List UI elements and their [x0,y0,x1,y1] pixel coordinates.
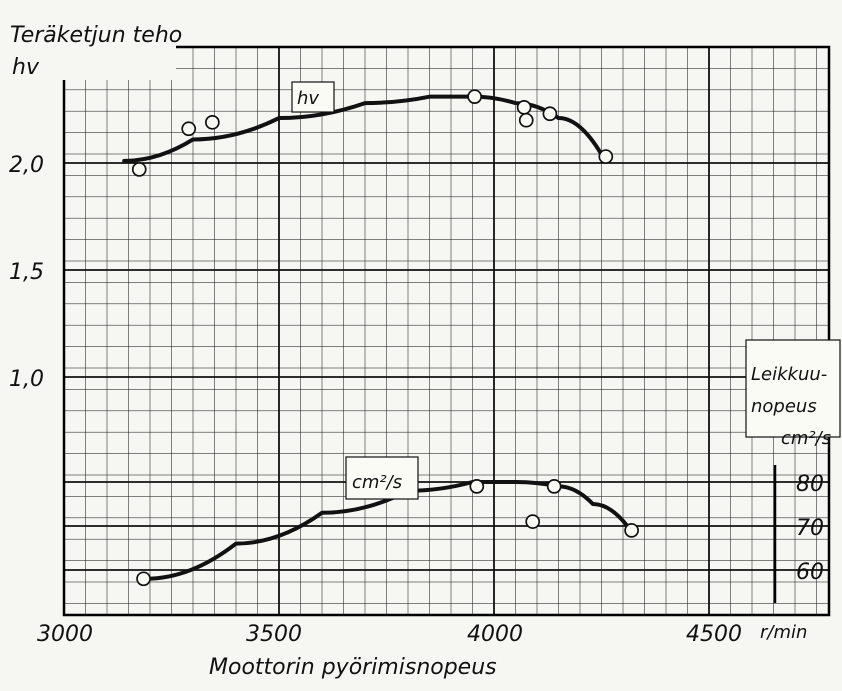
hv-series-label-group: hv [291,81,335,113]
chart-axes [62,45,831,617]
hv-data-point [542,106,558,122]
hv-data-point [598,149,614,164]
hv-data-point [467,89,482,105]
hv-curve [122,94,604,163]
x-tick-label: 4500 [686,622,742,647]
hv-data-point [205,114,220,130]
cm2s-series-label-group: cm²/s [345,456,419,500]
right-axis-ticks: 80 70 60 [796,472,824,585]
right-axis-title: Leikkuu- nopeus [751,364,833,417]
x-tick-label: 3500 [246,622,302,647]
x-axis-title-group: Moottorin pyörimisnopeus r/min [209,622,807,680]
x-axis-title: Moottorin pyörimisnopeus [209,655,497,680]
right-y-tick-label: 70 [796,516,824,541]
cm2s-series [136,479,639,587]
right-y-tick-label: 60 [796,560,824,585]
left-y-tick-label: 1,0 [9,367,44,392]
left-axis-title-group: Teräketjun teho hv [4,18,182,80]
right-axis-unit: cm²/s [781,428,831,449]
left-axis-unit: hv [12,55,40,80]
cm2s-data-point [624,523,639,538]
left-axis-title: Teräketjun teho [10,23,182,48]
right-axis-title-group: Leikkuu- nopeus cm²/s [745,339,841,449]
cm2s-curve [143,480,630,581]
cm2s-data-point [469,479,485,494]
hv-data-point [181,121,197,137]
right-y-tick-label: 80 [796,472,824,497]
cm2s-data-point [136,571,151,587]
cm2s-series-label: cm²/s [352,472,402,493]
left-axis-ticks: 2,0 1,5 1,0 [9,153,44,392]
left-y-tick-label: 1,5 [9,260,44,285]
x-tick-label: 3000 [37,622,93,647]
hv-series [122,89,614,177]
hv-data-point [518,112,534,128]
cm2s-data-point [546,479,562,494]
hv-data-point [516,100,532,115]
plot-border [62,45,831,617]
left-y-tick-label: 2,0 [9,153,44,178]
x-axis-unit: r/min [760,622,807,643]
cm2s-data-point [525,514,541,529]
hv-series-label: hv [297,88,319,109]
hv-data-point [131,162,147,177]
x-axis-ticks: 3000 3500 4000 4500 [37,622,742,647]
x-tick-label: 4000 [467,622,523,647]
